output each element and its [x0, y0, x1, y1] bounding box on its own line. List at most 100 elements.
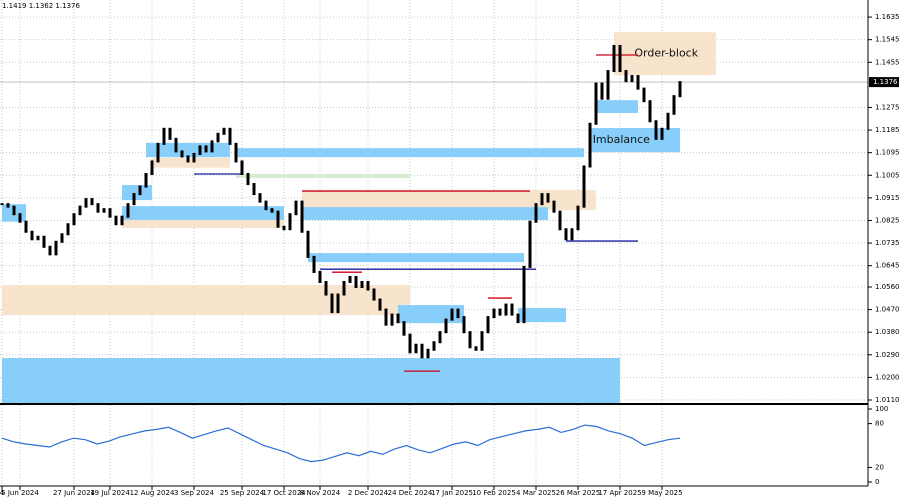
candle [594, 82, 598, 125]
zone [308, 253, 524, 263]
candle [498, 308, 502, 316]
y-tick-label: 1.0560 [875, 283, 900, 291]
zone [236, 174, 410, 179]
candle [294, 200, 298, 216]
zone [122, 185, 152, 201]
candle [654, 120, 658, 140]
candle [546, 193, 550, 203]
x-tick-label: 3 Sep 2024 [174, 489, 214, 497]
candle [150, 160, 154, 176]
y-tick-label: 1.1635 [875, 13, 900, 21]
y-tick-label: 1.0735 [875, 239, 900, 247]
candle [396, 313, 400, 324]
candle [444, 318, 448, 334]
candle [270, 208, 274, 213]
y-tick-label: 1.0470 [875, 306, 900, 314]
candle [474, 346, 478, 351]
candle [198, 145, 202, 155]
ohlc-info: 1.1419 1.1362 1.1376 [2, 2, 80, 10]
x-tick-label: 17 Oct 2024 [262, 489, 306, 497]
candle [42, 235, 46, 248]
candle [504, 303, 508, 316]
candle [456, 308, 460, 319]
candle [120, 215, 124, 226]
y-tick-label: 1.1455 [875, 58, 900, 66]
candle [288, 213, 292, 231]
candle [60, 233, 64, 243]
candle [216, 132, 220, 143]
candle [282, 225, 286, 231]
candle [432, 341, 436, 351]
candle [450, 308, 454, 321]
zone [2, 284, 410, 316]
y-tick-label: 1.1275 [875, 103, 900, 111]
indicator-tick-label: 20 [875, 463, 884, 471]
candle [600, 82, 604, 100]
zone [122, 219, 284, 228]
candle [12, 205, 16, 216]
candle [114, 215, 118, 226]
candle [528, 220, 532, 268]
zone [2, 358, 620, 403]
candle [462, 316, 466, 334]
candle [558, 210, 562, 231]
zone [614, 32, 716, 76]
candle [48, 245, 52, 256]
candle [0, 203, 4, 206]
candle [36, 235, 40, 241]
x-tick-label: 5 Jun 2024 [1, 489, 39, 497]
candle [366, 280, 370, 291]
candle [570, 228, 574, 241]
candle [648, 100, 652, 123]
candle [174, 137, 178, 153]
candle [618, 44, 622, 73]
candle [582, 165, 586, 208]
candle [492, 308, 496, 319]
candle [552, 200, 556, 213]
candle [636, 75, 640, 90]
indicator-tick-label: 0 [875, 478, 879, 486]
candle [54, 240, 58, 256]
x-tick-label: 26 Mar 2025 [556, 489, 600, 497]
candle [408, 333, 412, 354]
x-tick-label: 24 Dec 2024 [388, 489, 433, 497]
x-tick-label: 8 Nov 2024 [300, 489, 341, 497]
x-tick-label: 9 May 2025 [641, 489, 682, 497]
candle [534, 203, 538, 223]
indicator-tick-label: 80 [875, 420, 884, 428]
candle [660, 127, 664, 140]
candle [372, 288, 376, 301]
zones [2, 32, 716, 403]
y-tick-label: 1.0200 [875, 373, 900, 381]
candle [156, 142, 160, 163]
candle [588, 122, 592, 168]
x-tick-label: 10 Feb 2025 [472, 489, 516, 497]
candle [522, 265, 526, 324]
candle [606, 70, 610, 100]
y-tick-label: 1.0645 [875, 262, 900, 270]
candle [426, 348, 430, 359]
candle [300, 200, 304, 233]
candle [222, 127, 226, 135]
candle [186, 155, 190, 163]
y-tick-label: 1.0290 [875, 351, 900, 359]
candle [30, 230, 34, 241]
candle [96, 203, 100, 213]
candle [336, 293, 340, 314]
x-tick-label: 25 Sep 2024 [220, 489, 265, 497]
levels: Order-block Imbalance [0, 47, 868, 372]
candle [342, 280, 346, 296]
y-tick-label: 1.1095 [875, 149, 900, 157]
candle [192, 152, 196, 163]
candle [258, 193, 262, 203]
x-tick-label: 27 Jun 2024 [53, 489, 96, 497]
candle [144, 173, 148, 188]
last-price-label: 1.1376 [873, 78, 898, 86]
candle [468, 331, 472, 349]
x-tick-label: 2 Dec 2024 [348, 489, 389, 497]
candle [240, 160, 244, 176]
x-tick-label: 4 Mar 2025 [516, 489, 556, 497]
candle [108, 208, 112, 218]
candle [78, 205, 82, 216]
